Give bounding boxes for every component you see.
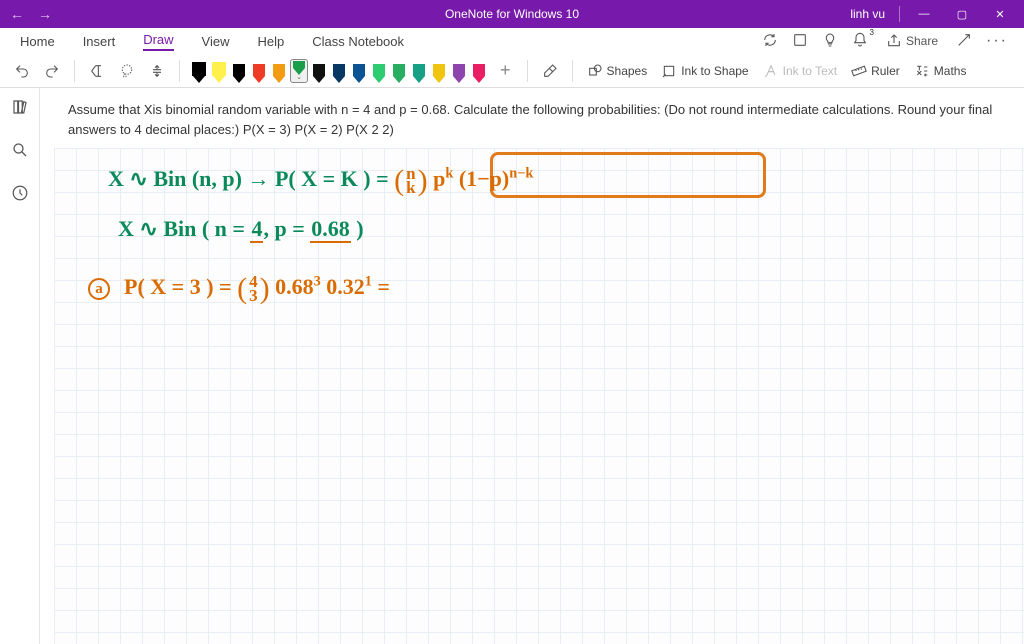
draw-toolbar: ⌄ + Shapes Ink to Shape Ink to Text Rule…: [0, 54, 1024, 88]
pen-6[interactable]: [310, 59, 328, 83]
separator: [527, 60, 528, 82]
hw-text: 0.68: [270, 274, 314, 299]
notifications-badge: 3: [870, 28, 874, 37]
hw-text: (1−p): [453, 166, 509, 191]
minimize-button[interactable]: —: [906, 0, 942, 28]
lasso-button[interactable]: [115, 61, 139, 81]
pen-9[interactable]: [370, 59, 388, 83]
hw-p: 0.68: [310, 216, 351, 243]
maths-label: Maths: [934, 64, 967, 78]
pen-7[interactable]: [330, 59, 348, 83]
hw-text: =: [372, 274, 390, 299]
problem-text: Assume that Xis binomial random variable…: [68, 100, 1020, 139]
shapes-label: Shapes: [607, 64, 648, 78]
hw-text: ): [351, 216, 364, 241]
hw-sup: 1: [365, 274, 372, 290]
add-pen-button[interactable]: +: [494, 60, 517, 81]
ribbon-tabs: Home Insert Draw View Help Class Noteboo…: [0, 28, 1024, 54]
ruler-label: Ruler: [871, 64, 900, 78]
ink-to-text-button[interactable]: Ink to Text: [759, 61, 841, 81]
separator: [899, 6, 900, 22]
forward-button[interactable]: →: [38, 6, 52, 22]
pen-4[interactable]: [270, 59, 288, 83]
fullscreen-icon[interactable]: [956, 32, 972, 51]
redo-button[interactable]: [40, 61, 64, 81]
hw-bot: 3: [249, 289, 258, 303]
pen-1[interactable]: [210, 59, 228, 83]
maths-button[interactable]: Maths: [910, 61, 971, 81]
eraser-button[interactable]: [538, 61, 562, 81]
hw-text: P( X = 3 ) =: [124, 274, 237, 299]
user-label[interactable]: linh vu: [842, 7, 893, 21]
close-button[interactable]: ✕: [982, 0, 1018, 28]
handwriting-line-2: X ∿ Bin ( n = 4, p = 0.68 ): [118, 216, 364, 242]
maximize-button[interactable]: ▢: [944, 0, 980, 28]
ink-to-shape-label: Ink to Shape: [681, 64, 748, 78]
hw-sup: n−k: [509, 166, 533, 182]
pen-13[interactable]: [450, 59, 468, 83]
share-label: Share: [906, 34, 938, 48]
part-marker: a: [88, 278, 110, 300]
hw-bot: k: [406, 181, 415, 195]
search-icon[interactable]: [11, 141, 29, 162]
page-mode-icon[interactable]: [792, 32, 808, 51]
handwriting-line-3: aP( X = 3 ) = (43) 0.683 0.321 =: [88, 272, 390, 306]
pen-11[interactable]: [410, 59, 428, 83]
hw-text: p: [428, 166, 446, 191]
pen-10[interactable]: [390, 59, 408, 83]
tab-home[interactable]: Home: [6, 30, 69, 53]
shapes-button[interactable]: Shapes: [583, 61, 652, 81]
pen-12[interactable]: [430, 59, 448, 83]
hw-n: 4: [250, 216, 263, 243]
hw-text: X ∿ Bin ( n =: [118, 216, 250, 241]
pen-0[interactable]: [190, 59, 208, 83]
notebooks-icon[interactable]: [11, 98, 29, 119]
pen-5[interactable]: ⌄: [290, 59, 308, 83]
tab-help[interactable]: Help: [244, 30, 299, 53]
insert-space-button[interactable]: [145, 61, 169, 81]
tab-insert[interactable]: Insert: [69, 30, 130, 53]
hw-text: , p =: [263, 216, 310, 241]
titlebar: ← → OneNote for Windows 10 linh vu — ▢ ✕: [0, 0, 1024, 28]
hw-sup: 3: [314, 274, 321, 290]
grid-area: X ∿ Bin (n, p) → P( X = K ) = (nk) pk (1…: [54, 148, 1024, 644]
app-title: OneNote for Windows 10: [445, 7, 579, 21]
hw-text: X ∿ Bin (n, p) → P( X = K ) =: [108, 166, 394, 191]
handwriting-line-1: X ∿ Bin (n, p) → P( X = K ) = (nk) pk (1…: [108, 164, 533, 198]
tab-draw[interactable]: Draw: [129, 28, 187, 55]
pen-8[interactable]: [350, 59, 368, 83]
more-icon[interactable]: ···: [986, 32, 1008, 50]
pen-3[interactable]: [250, 59, 268, 83]
pen-gallery: ⌄: [190, 59, 488, 83]
tab-view[interactable]: View: [188, 30, 244, 53]
separator: [179, 60, 180, 82]
page-canvas[interactable]: Assume that Xis binomial random variable…: [40, 88, 1024, 644]
undo-button[interactable]: [10, 61, 34, 81]
text-select-button[interactable]: [85, 61, 109, 81]
ink-to-text-label: Ink to Text: [783, 64, 837, 78]
workspace: Assume that Xis binomial random variable…: [0, 88, 1024, 644]
pen-2[interactable]: [230, 59, 248, 83]
notifications-icon[interactable]: 3: [852, 32, 868, 51]
recent-icon[interactable]: [11, 184, 29, 205]
sync-icon[interactable]: [762, 32, 778, 51]
separator: [572, 60, 573, 82]
tips-icon[interactable]: [822, 32, 838, 51]
tab-class-notebook[interactable]: Class Notebook: [298, 30, 418, 53]
pen-14[interactable]: [470, 59, 488, 83]
back-button[interactable]: ←: [10, 6, 24, 22]
share-button[interactable]: Share: [882, 31, 942, 51]
hw-text: 0.32: [321, 274, 365, 299]
left-sidebar: [0, 88, 40, 644]
separator: [74, 60, 75, 82]
ruler-button[interactable]: Ruler: [847, 61, 904, 81]
ink-to-shape-button[interactable]: Ink to Shape: [657, 61, 752, 81]
